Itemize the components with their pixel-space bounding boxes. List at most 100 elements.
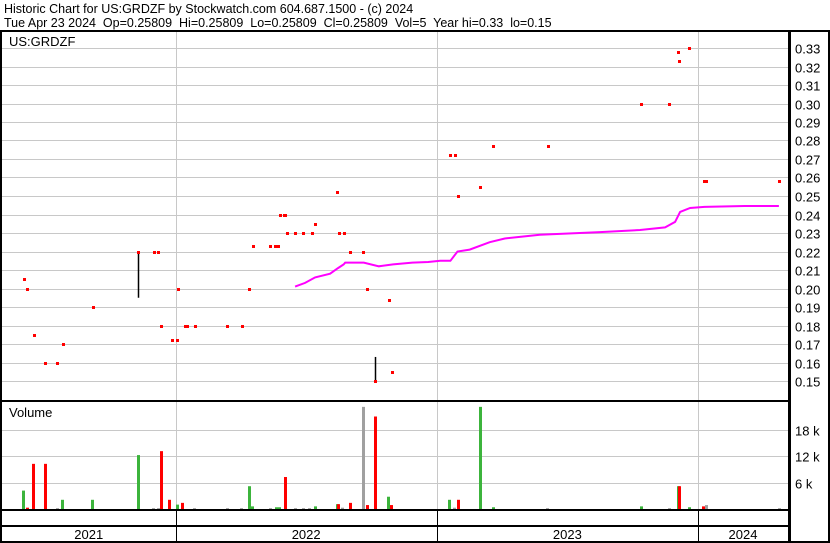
- volume-bar: [181, 502, 184, 509]
- price-point: [349, 251, 352, 254]
- price-point: [44, 362, 47, 365]
- price-point: [26, 288, 29, 291]
- volume-bar: [160, 451, 163, 509]
- volume-bar: [349, 502, 352, 509]
- volume-bar: [251, 506, 254, 509]
- chart-frame: [0, 30, 830, 543]
- volume-bar: [453, 507, 456, 509]
- price-point: [160, 325, 163, 328]
- price-point: [241, 325, 244, 328]
- price-point: [366, 288, 369, 291]
- volume-bar: [374, 416, 377, 509]
- price-point: [177, 288, 180, 291]
- price-point: [343, 232, 346, 235]
- price-tick-label: 0.33: [795, 42, 820, 57]
- volume-bar: [294, 508, 297, 509]
- volume-bar: [302, 508, 305, 509]
- price-tick-label: 0.22: [795, 246, 820, 261]
- price-point: [302, 232, 305, 235]
- price-point: [336, 191, 339, 194]
- volume-bar: [546, 508, 549, 509]
- price-axis-labels: 0.15 0.16 0.17 0.18 0.19 0.20 0.21 0.22 0.23 0.24…: [795, 42, 820, 390]
- quote-summary: Tue Apr 23 2024 Op=0.25809 Hi=0.25809 Lo…: [4, 16, 552, 30]
- volume-bar: [337, 504, 340, 509]
- price-tick-label: 0.23: [795, 227, 820, 242]
- volume-bar: [387, 496, 390, 509]
- price-tick-label: 0.15: [795, 375, 820, 390]
- volume-bar: [44, 463, 47, 509]
- volume-bar: [457, 499, 460, 509]
- price-point: [362, 251, 365, 254]
- volume-bar: [702, 506, 705, 509]
- volume-bar: [56, 508, 59, 509]
- price-tick-label: 0.32: [795, 61, 820, 76]
- price-tick-label: 0.24: [795, 209, 820, 224]
- price-point: [677, 51, 680, 54]
- price-point: [252, 245, 255, 248]
- price-point: [678, 60, 681, 63]
- price-point: [248, 288, 251, 291]
- price-point: [62, 343, 65, 346]
- price-point: [479, 186, 482, 189]
- year-labels: 2021 2022 2023 2024: [74, 527, 757, 542]
- volume-bar: [275, 507, 278, 509]
- volume-bar: [314, 506, 317, 509]
- price-point: [186, 325, 189, 328]
- price-point: [388, 299, 391, 302]
- chart-title: Historic Chart for US:GRDZF by Stockwatc…: [4, 2, 414, 16]
- price-tick-label: 0.25: [795, 190, 820, 205]
- volume-bars: [22, 406, 781, 509]
- volume-bar: [240, 508, 243, 509]
- volume-bar: [226, 508, 229, 509]
- volume-bar: [479, 406, 482, 509]
- volume-tick-label: 12 k: [795, 450, 820, 465]
- price-point: [457, 195, 460, 198]
- year-label: 2023: [553, 527, 582, 542]
- price-tick-label: 0.27: [795, 153, 820, 168]
- price-tick-label: 0.29: [795, 116, 820, 131]
- volume-bar: [157, 508, 160, 509]
- price-tick-label: 0.16: [795, 357, 820, 372]
- volume-bar: [269, 508, 272, 509]
- price-point: [226, 325, 229, 328]
- volume-axis-labels: 6 k 12 k 18 k: [795, 424, 820, 492]
- volume-bar: [193, 508, 196, 509]
- price-point: [33, 334, 36, 337]
- price-point: [56, 362, 59, 365]
- volume-bar: [278, 507, 281, 509]
- price-point: [294, 232, 297, 235]
- price-point: [184, 325, 187, 328]
- year-dividers: [176, 32, 699, 541]
- price-tick-label: 0.17: [795, 338, 820, 353]
- price-tick-label: 0.28: [795, 134, 820, 149]
- price-marks: [23, 47, 781, 383]
- price-point: [703, 180, 706, 183]
- price-tick-label: 0.20: [795, 283, 820, 298]
- price-point: [374, 380, 377, 383]
- volume-bar: [168, 499, 171, 509]
- price-point: [194, 325, 197, 328]
- price-point: [153, 251, 156, 254]
- price-point: [492, 145, 495, 148]
- volume-bar: [26, 507, 29, 509]
- price-point: [778, 180, 781, 183]
- year-label: 2022: [292, 527, 321, 542]
- volume-tick-label: 6 k: [795, 477, 813, 492]
- price-point: [279, 214, 282, 217]
- price-point: [454, 154, 457, 157]
- moving-average-line: [294, 205, 779, 288]
- price-point: [274, 245, 277, 248]
- grid: [2, 48, 788, 382]
- price-point: [640, 103, 643, 106]
- volume-bar: [492, 507, 495, 509]
- price-point: [92, 306, 95, 309]
- volume-bar: [137, 455, 140, 509]
- price-point: [547, 145, 550, 148]
- volume-label: Volume: [9, 405, 52, 420]
- price-tick-label: 0.26: [795, 171, 820, 186]
- volume-tick-label: 18 k: [795, 424, 820, 439]
- volume-bar: [308, 508, 311, 509]
- price-point: [277, 245, 280, 248]
- volume-bar: [32, 463, 35, 509]
- volume-bar: [366, 505, 369, 509]
